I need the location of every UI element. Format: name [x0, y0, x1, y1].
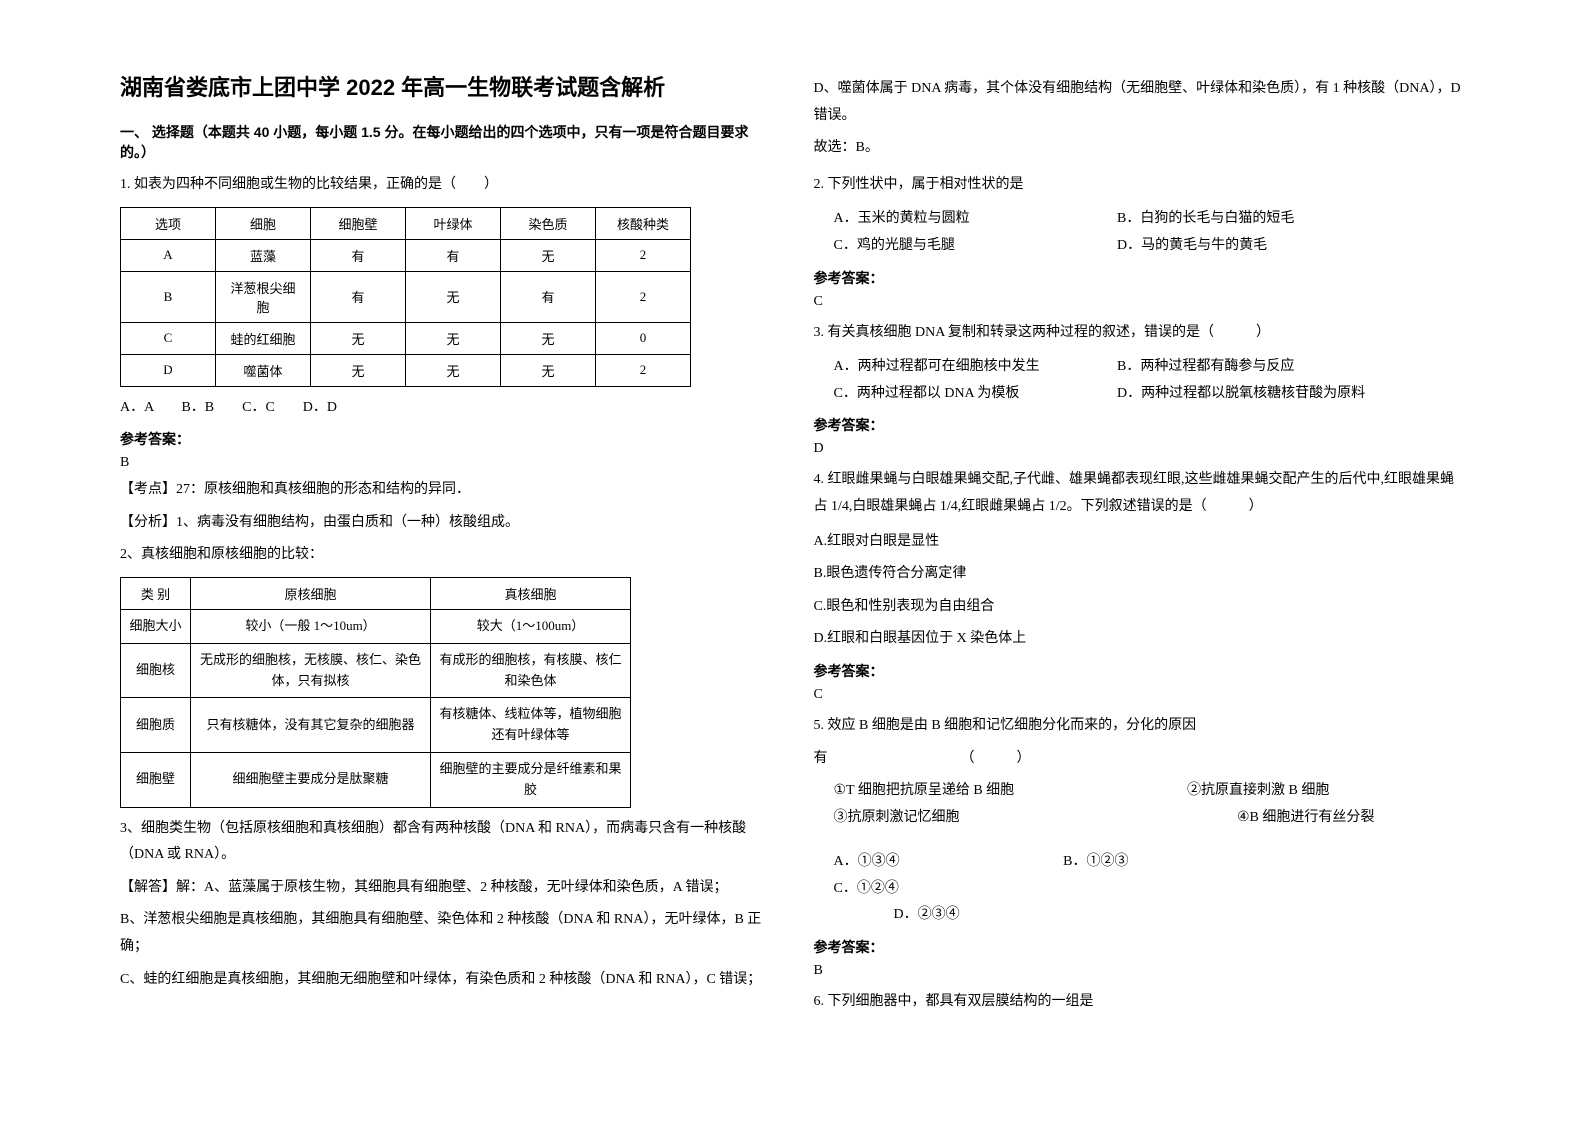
analysis: 【考点】27：原核细胞和真核细胞的形态和结构的异同． [120, 477, 774, 504]
opt-c: C.眼色和性别表现为自由组合 [814, 594, 1468, 621]
table-row: A蓝藻有有无2 [121, 239, 691, 271]
right-column: D、噬菌体属于 DNA 病毒，其个体没有细胞结构（无细胞壁、叶绿体和染色质），有… [794, 70, 1488, 1082]
th: 选项 [121, 207, 216, 239]
opt-a: A.红眼对白眼是显性 [814, 529, 1468, 556]
opt-c: C．两种过程都以 DNA 为模板 [834, 381, 1114, 408]
q5-stem2: 有 （ ） [814, 746, 1468, 773]
opt-b: B．两种过程都有酶参与反应 [1117, 359, 1294, 374]
q5-opts-row1: A．①③④ B．①②③ C．①②④ [814, 849, 1468, 902]
opt-d: D．②③④ [894, 907, 960, 922]
q3-stem: 3. 有关真核细胞 DNA 复制和转录这两种过程的叙述，错误的是（ ） [814, 320, 1468, 347]
table-row: B洋葱根尖细胞有无有2 [121, 271, 691, 322]
q5-stem: 5. 效应 B 细胞是由 B 细胞和记忆细胞分化而来的，分化的原因 [814, 713, 1468, 740]
analysis: 【解答】解：A、蓝藻属于原核生物，其细胞具有细胞壁、2 种核酸，无叶绿体和染色质… [120, 875, 774, 902]
q2-opts-row2: C．鸡的光腿与毛腿 D．马的黄毛与牛的黄毛 [814, 233, 1468, 260]
answer-label: 参考答案： [120, 429, 774, 449]
q6-stem: 6. 下列细胞器中，都具有双层膜结构的一组是 [814, 989, 1468, 1016]
q3-answer: D [814, 441, 1468, 457]
q3-opts-row2: C．两种过程都以 DNA 为模板 D．两种过程都以脱氧核糖核苷酸为原料 [814, 381, 1468, 408]
analysis: D、噬菌体属于 DNA 病毒，其个体没有细胞结构（无细胞壁、叶绿体和染色质），有… [814, 76, 1468, 129]
answer-label: 参考答案： [814, 268, 1468, 288]
q4-stem: 4. 红眼雌果蝇与白眼雄果蝇交配,子代雌、雄果蝇都表现红眼,这些雌雄果蝇交配产生… [814, 467, 1468, 520]
opt-a: A．玉米的黄粒与圆粒 [834, 206, 1114, 233]
opt-b: B．白狗的长毛与白猫的短毛 [1117, 211, 1294, 226]
q1-options: A．A B．B C．C D．D [120, 395, 774, 422]
analysis: 2、真核细胞和原核细胞的比较： [120, 542, 774, 569]
opt-d: D.红眼和白眼基因位于 X 染色体上 [814, 626, 1468, 653]
item-4: ④B 细胞进行有丝分裂 [1237, 810, 1374, 825]
item-1: ①T 细胞把抗原呈递给 B 细胞 [834, 778, 1184, 805]
q5-answer: B [814, 963, 1468, 979]
analysis: 故选：B。 [814, 135, 1468, 162]
item-2: ②抗原直接刺激 B 细胞 [1187, 783, 1329, 798]
left-column: 湖南省娄底市上团中学 2022 年高一生物联考试题含解析 一、 选择题（本题共 … [100, 70, 794, 1082]
analysis: 【分析】1、病毒没有细胞结构，由蛋白质和（一种）核酸组成。 [120, 510, 774, 537]
analysis: B、洋葱根尖细胞是真核细胞，其细胞具有细胞壁、染色体和 2 种核酸（DNA 和 … [120, 907, 774, 960]
q2-stem: 2. 下列性状中，属于相对性状的是 [814, 172, 1468, 199]
opt-b: B.眼色遗传符合分离定律 [814, 561, 1468, 588]
th: 细胞壁 [311, 207, 406, 239]
page-title: 湖南省娄底市上团中学 2022 年高一生物联考试题含解析 [120, 70, 774, 102]
answer-label: 参考答案： [814, 937, 1468, 957]
analysis: 3、细胞类生物（包括原核细胞和真核细胞）都含有两种核酸（DNA 和 RNA），而… [120, 816, 774, 869]
table-row: 细胞质只有核糖体，没有其它复杂的细胞器有核糖体、线粒体等，植物细胞还有叶绿体等 [121, 698, 631, 753]
answer-label: 参考答案： [814, 415, 1468, 435]
th: 核酸种类 [596, 207, 691, 239]
q5-items-row2: ③抗原刺激记忆细胞 ④B 细胞进行有丝分裂 [814, 805, 1468, 832]
opt-a: A．①③④ [834, 849, 900, 876]
opt-c: C．鸡的光腿与毛腿 [834, 233, 1114, 260]
analysis: C、蛙的红细胞是真核细胞，其细胞无细胞壁和叶绿体，有染色质和 2 种核酸（DNA… [120, 967, 774, 994]
q5-items-row1: ①T 细胞把抗原呈递给 B 细胞 ②抗原直接刺激 B 细胞 [814, 778, 1468, 805]
q1-table2: 类 别原核细胞真核细胞 细胞大小较小（一般 1～10um）较大（1～100um）… [120, 577, 631, 808]
section-heading: 一、 选择题（本题共 40 小题，每小题 1.5 分。在每小题给出的四个选项中，… [120, 122, 774, 162]
opt-c: C．①②④ [834, 876, 899, 903]
th: 染色质 [501, 207, 596, 239]
opt-d: D．两种过程都以脱氧核糖核苷酸为原料 [1117, 386, 1365, 401]
q1-answer: B [120, 455, 774, 471]
th: 叶绿体 [406, 207, 501, 239]
table-row: 选项 细胞 细胞壁 叶绿体 染色质 核酸种类 [121, 207, 691, 239]
table-row: D噬菌体无无无2 [121, 354, 691, 386]
opt-b: B．①②③ [1063, 849, 1128, 876]
q3-opts-row1: A．两种过程都可在细胞核中发生 B．两种过程都有酶参与反应 [814, 354, 1468, 381]
table-row: 细胞核无成形的细胞核，无核膜、核仁、染色体，只有拟核有成形的细胞核，有核膜、核仁… [121, 643, 631, 698]
table-row: 细胞壁细细胞壁主要成分是肽聚糖细胞壁的主要成分是纤维素和果胶 [121, 752, 631, 807]
item-3: ③抗原刺激记忆细胞 [834, 805, 1234, 832]
answer-label: 参考答案： [814, 661, 1468, 681]
table-row: C蛙的红细胞无无无0 [121, 322, 691, 354]
q2-answer: C [814, 294, 1468, 310]
table-row: 细胞大小较小（一般 1～10um）较大（1～100um） [121, 609, 631, 643]
opt-d: D．马的黄毛与牛的黄毛 [1117, 238, 1267, 253]
opt-a: A．两种过程都可在细胞核中发生 [834, 354, 1114, 381]
table-row: 类 别原核细胞真核细胞 [121, 577, 631, 609]
q2-opts-row1: A．玉米的黄粒与圆粒 B．白狗的长毛与白猫的短毛 [814, 206, 1468, 233]
q4-answer: C [814, 687, 1468, 703]
q1-stem: 1. 如表为四种不同细胞或生物的比较结果，正确的是（ ） [120, 172, 774, 199]
q1-table: 选项 细胞 细胞壁 叶绿体 染色质 核酸种类 A蓝藻有有无2 B洋葱根尖细胞有无… [120, 207, 691, 387]
th: 细胞 [216, 207, 311, 239]
q5-opts-row2: D．②③④ [814, 902, 1468, 929]
